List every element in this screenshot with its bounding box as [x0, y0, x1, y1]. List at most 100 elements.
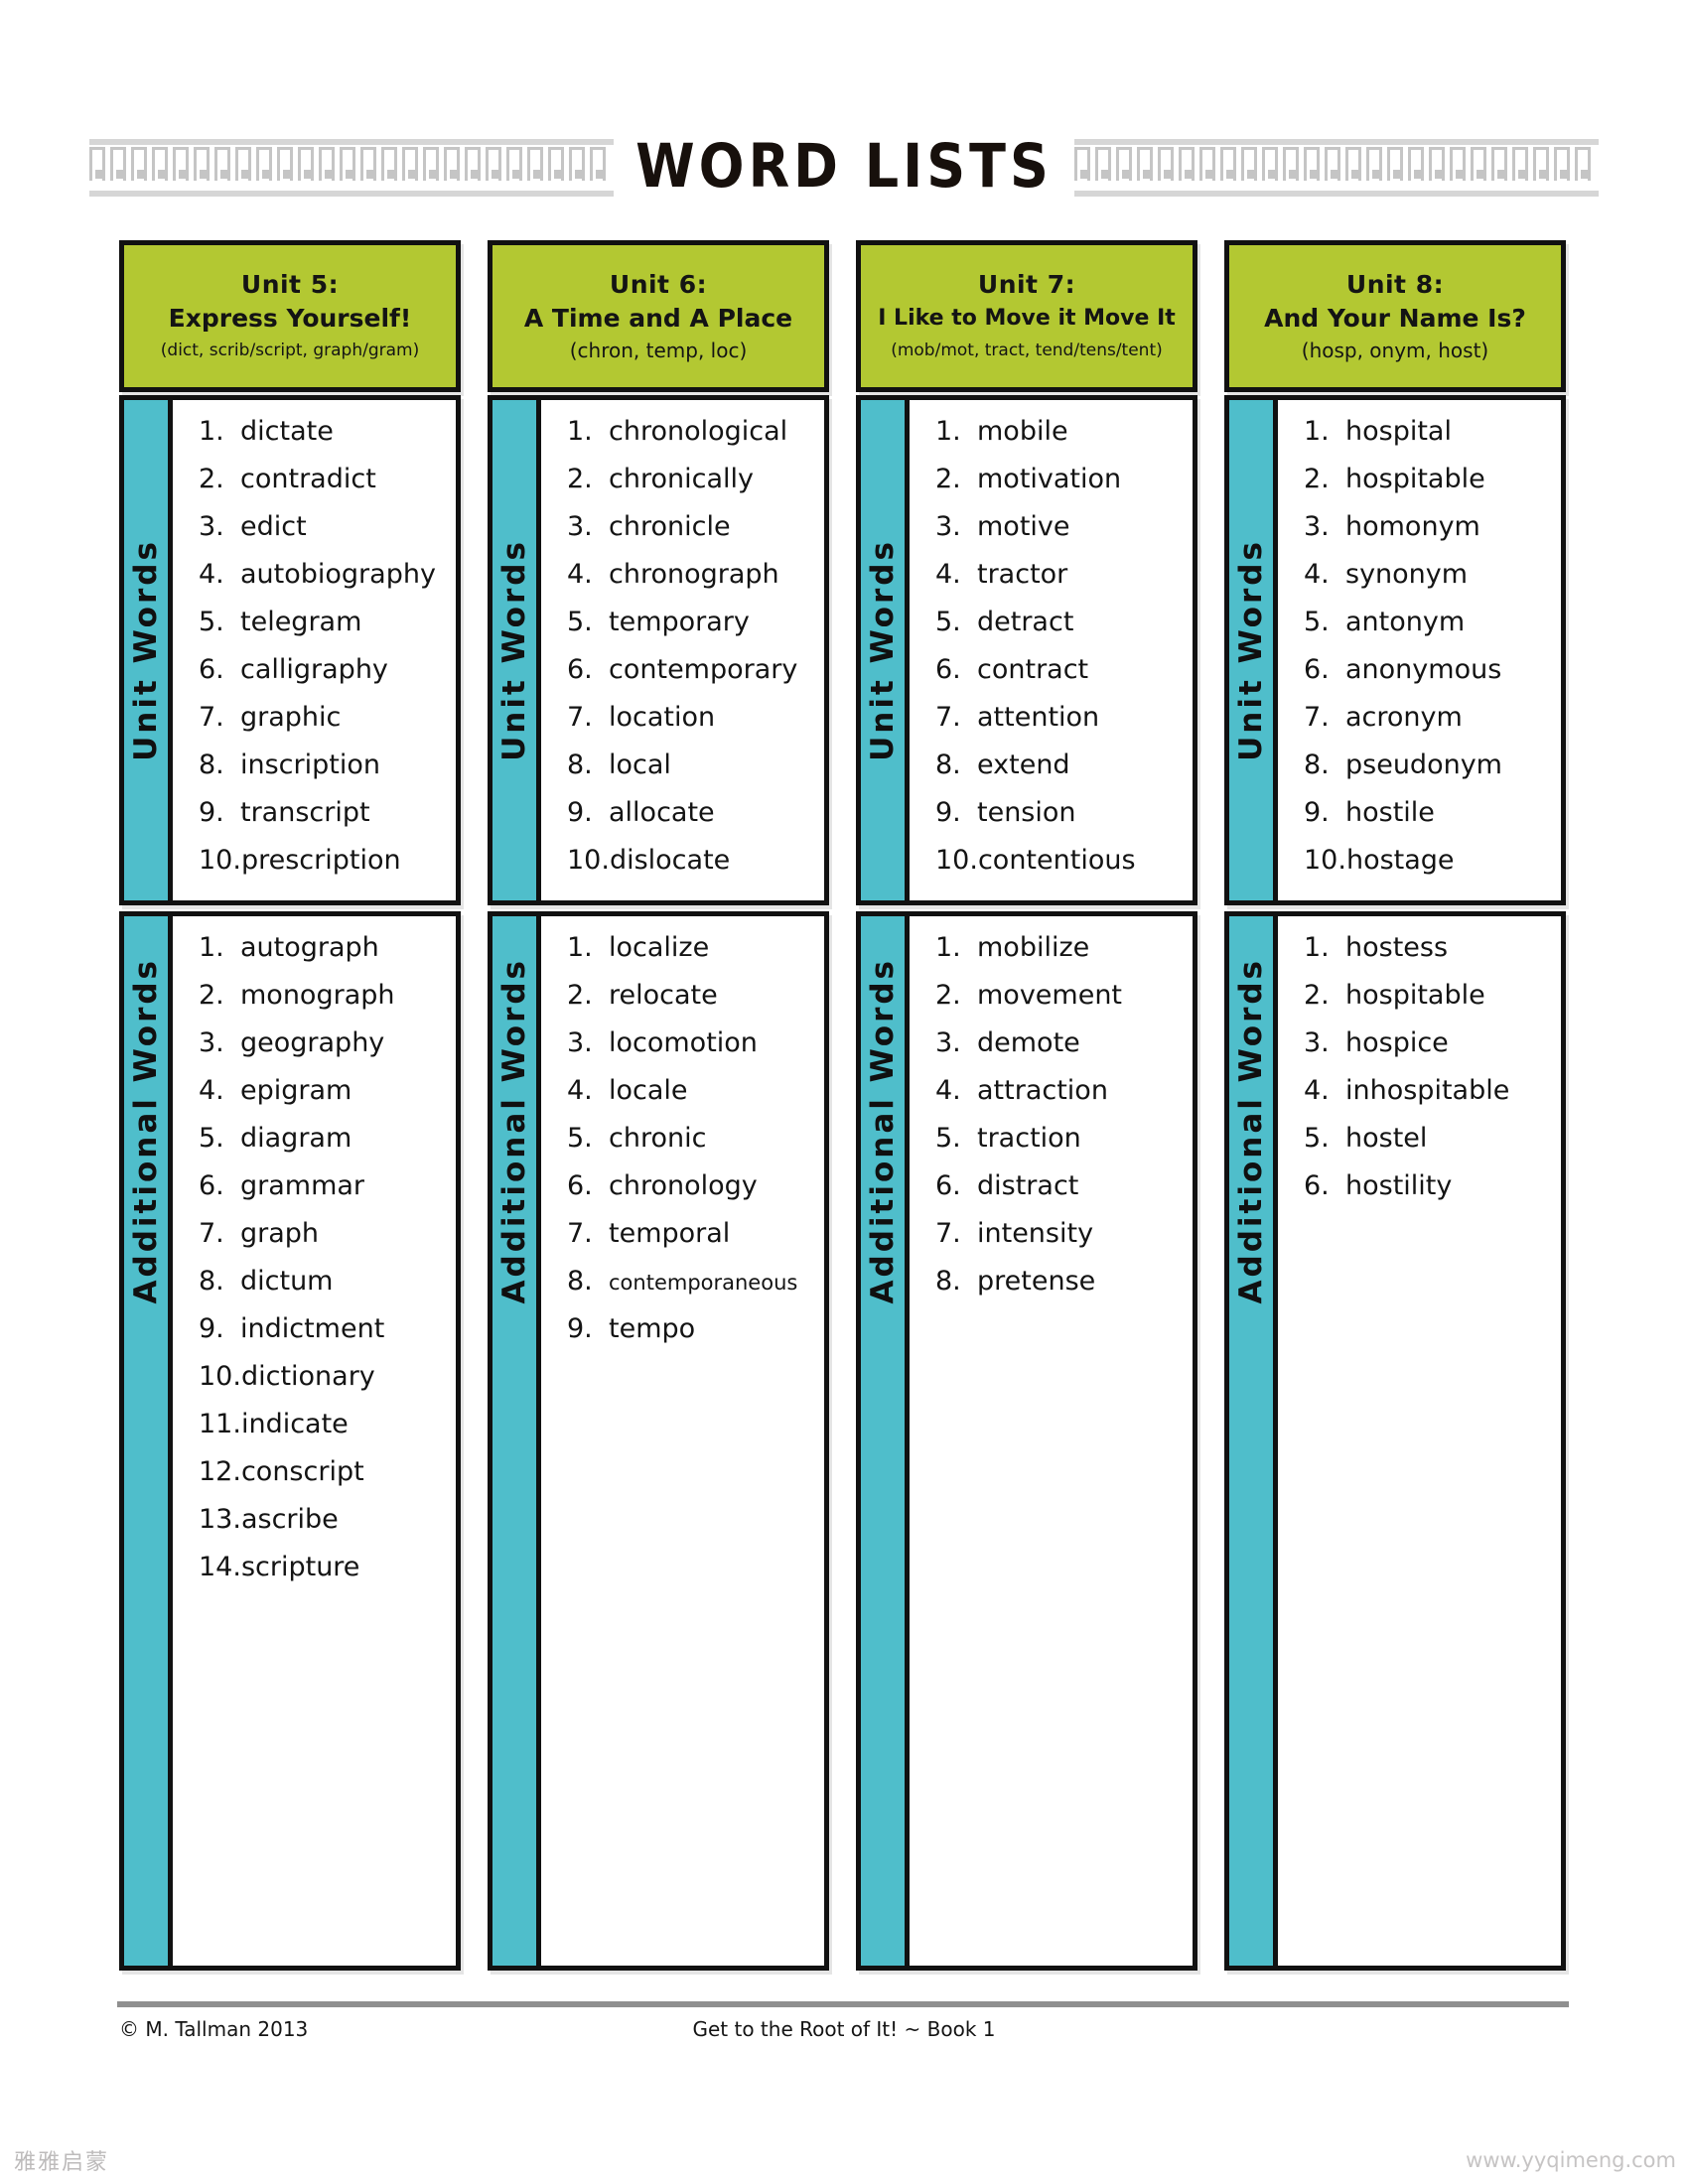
greek-key-unit [1471, 147, 1486, 181]
word-item: 4. attraction [935, 1075, 1189, 1123]
word-number: 8. [567, 1266, 593, 1297]
word-item: 1. chronological [567, 416, 820, 464]
word-text: dictate [240, 416, 334, 447]
greek-key-unit [89, 147, 105, 181]
greek-key-unit [1262, 147, 1278, 181]
word-item: 13. ascribe [199, 1504, 452, 1552]
word-item: 5. telegram [199, 607, 452, 654]
greek-key-unit [569, 147, 585, 181]
word-text: contemporary [609, 654, 798, 685]
word-text: monograph [240, 980, 395, 1011]
word-text: chronological [609, 416, 788, 447]
additional-words-box: Additional Words 1. autograph 2. monograph 3… [119, 911, 461, 1971]
word-item: 3. edict [199, 511, 452, 559]
word-item: 3. hospice [1304, 1027, 1557, 1075]
greek-key-bottom-bar [89, 191, 614, 197]
greek-key-unit [298, 147, 314, 181]
word-text: autobiography [240, 559, 436, 590]
word-item: 2. monograph [199, 980, 452, 1027]
word-text: prescription [240, 845, 401, 876]
greek-key-unit [214, 147, 230, 181]
greek-key-pattern [89, 145, 614, 191]
greek-key-unit [486, 147, 501, 181]
word-text: anonymous [1345, 654, 1502, 685]
additional-words-sidebar: Additional Words [492, 916, 541, 1966]
word-item: 6. distract [935, 1170, 1189, 1218]
word-number: 9. [567, 1313, 593, 1344]
word-text: contemporaneous [609, 1271, 798, 1295]
greek-key-unit [1554, 147, 1570, 181]
word-text: inscription [240, 750, 380, 780]
word-text: epigram [240, 1075, 352, 1106]
word-item: 8. contemporaneous [567, 1266, 820, 1313]
word-text: hostel [1345, 1123, 1428, 1154]
greek-key-unit [548, 147, 564, 181]
word-item: 5. temporary [567, 607, 820, 654]
word-text: hostage [1345, 845, 1455, 876]
word-number: 3. [199, 1027, 224, 1058]
word-item: 6. contract [935, 654, 1189, 702]
word-text: transcript [240, 797, 370, 828]
word-item: 5. diagram [199, 1123, 452, 1170]
word-text: chronology [609, 1170, 758, 1201]
word-text: autograph [240, 932, 379, 963]
word-item: 9. tempo [567, 1313, 820, 1361]
word-item: 4. epigram [199, 1075, 452, 1123]
unit-header: Unit 8: And Your Name Is? (hosp, onym, h… [1224, 240, 1566, 392]
word-text: dictum [240, 1266, 334, 1297]
word-number: 5. [567, 1123, 593, 1154]
greek-key-unit [360, 147, 376, 181]
greek-key-unit [1158, 147, 1174, 181]
additional-words-box: Additional Words 1. hostess 2. hospitable 3.… [1224, 911, 1566, 1971]
unit-words-sidebar: Unit Words [124, 400, 173, 900]
word-number: 10. [935, 845, 978, 876]
unit-words-label: Unit Words [1233, 539, 1269, 761]
unit-column: Unit 7: I Like to Move it Move It (mob/m… [856, 240, 1197, 1971]
greek-key-unit [1304, 147, 1320, 181]
word-number: 8. [199, 1266, 224, 1297]
word-text: extend [977, 750, 1070, 780]
word-text: ascribe [240, 1504, 339, 1535]
word-number: 9. [567, 797, 593, 828]
word-item: 2. motivation [935, 464, 1189, 511]
greek-key-unit [256, 147, 272, 181]
unit-header: Unit 5: Express Yourself! (dict, scrib/s… [119, 240, 461, 392]
word-text: chronograph [609, 559, 779, 590]
word-text: telegram [240, 607, 362, 637]
unit-title: And Your Name Is? [1264, 303, 1526, 333]
word-number: 2. [567, 980, 593, 1011]
word-number: 7. [567, 702, 593, 733]
word-item: 1. mobile [935, 416, 1189, 464]
word-text: relocate [609, 980, 718, 1011]
word-item: 9. transcript [199, 797, 452, 845]
word-text: attention [977, 702, 1100, 733]
word-text: contentious [977, 845, 1136, 876]
word-text: tempo [609, 1313, 696, 1344]
unit-words-list: 1. mobile 2. motivation 3. motive 4. tractor 5. d… [910, 400, 1193, 900]
greek-key-unit [1387, 147, 1403, 181]
unit-words-box: Unit Words 1. chronological 2. chronically 3… [488, 395, 829, 905]
unit-header: Unit 7: I Like to Move it Move It (mob/m… [856, 240, 1197, 392]
word-number: 8. [935, 750, 961, 780]
word-number: 4. [567, 1075, 593, 1106]
word-item: 4. autobiography [199, 559, 452, 607]
word-number: 6. [199, 1170, 224, 1201]
word-number: 3. [1304, 1027, 1330, 1058]
word-number: 14. [199, 1552, 241, 1582]
unit-words-label: Unit Words [865, 539, 901, 761]
unit-column: Unit 8: And Your Name Is? (hosp, onym, h… [1224, 240, 1566, 1971]
word-number: 9. [935, 797, 961, 828]
word-text: acronym [1345, 702, 1463, 733]
word-number: 1. [567, 932, 593, 963]
unit-number: Unit 6: [609, 269, 708, 299]
greek-key-border-right [1074, 139, 1599, 197]
word-text: mobilize [977, 932, 1090, 963]
word-number: 3. [935, 511, 961, 542]
word-number: 2. [1304, 980, 1330, 1011]
additional-words-label: Additional Words [496, 958, 532, 1304]
unit-roots: (chron, temp, loc) [569, 338, 748, 362]
unit-words-list: 1. hospital 2. hospitable 3. homonym 4. synonym… [1278, 400, 1561, 900]
unit-words-label: Unit Words [496, 539, 532, 761]
unit-words-sidebar: Unit Words [861, 400, 910, 900]
additional-words-label: Additional Words [865, 958, 901, 1304]
